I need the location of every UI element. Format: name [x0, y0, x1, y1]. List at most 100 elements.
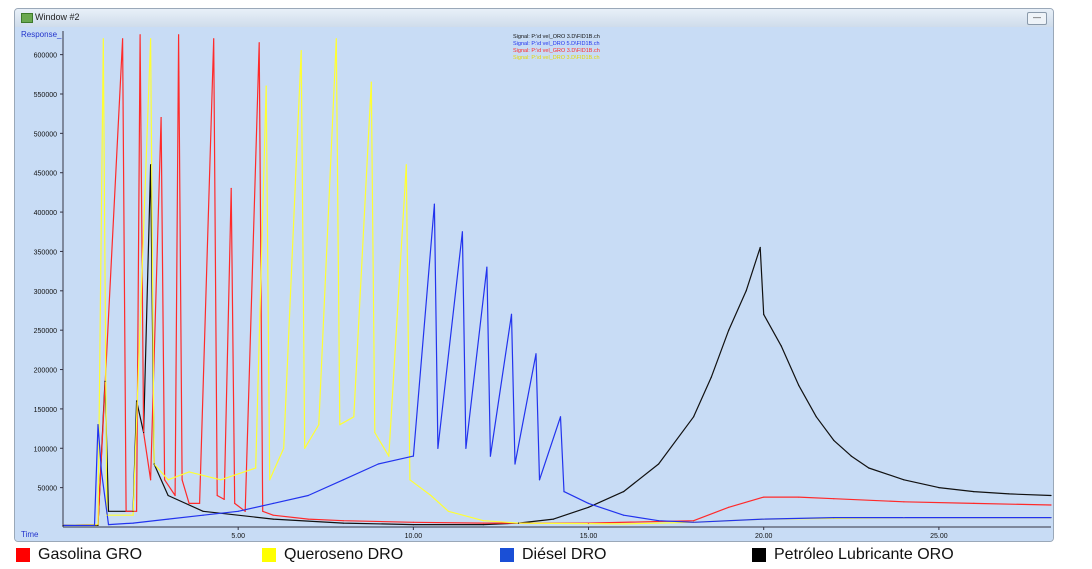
window-icon — [21, 13, 33, 23]
y-tick-label: 350000 — [34, 249, 57, 256]
data-point — [167, 518, 169, 520]
data-point — [265, 85, 267, 87]
y-tick-label: 200000 — [34, 368, 57, 375]
data-point — [342, 479, 344, 481]
signal-label: Signal: P:\d vel_DRO 3.D\FID1B.ch — [513, 55, 600, 61]
data-point — [433, 203, 435, 205]
data-point — [1050, 494, 1052, 497]
data-point — [868, 467, 870, 469]
data-point — [174, 494, 176, 497]
data-point — [1050, 517, 1052, 519]
data-point — [409, 479, 411, 481]
data-point — [106, 514, 108, 516]
data-point — [97, 424, 99, 426]
legend-item-diesel: Diésel DRO — [500, 545, 606, 565]
legend-label-lubricante: Petróleo Lubricante ORO — [774, 546, 954, 563]
data-point — [514, 463, 516, 465]
data-point — [178, 34, 180, 36]
signal-label: Signal: P:\d vel_DRO 5.D\FID1B.ch — [513, 41, 600, 47]
data-point — [759, 246, 761, 249]
data-point — [234, 502, 236, 504]
y-axis-label: Response_ — [21, 30, 62, 39]
data-point — [728, 329, 730, 331]
data-point — [833, 439, 835, 441]
y-tick-label: 250000 — [34, 328, 57, 335]
data-point — [377, 463, 379, 465]
data-point — [517, 522, 520, 524]
data-point — [269, 479, 271, 481]
data-point — [230, 187, 232, 190]
data-point — [623, 514, 625, 516]
data-point — [132, 510, 134, 512]
window-restore-button[interactable]: — — [1027, 12, 1047, 25]
data-point — [763, 518, 765, 520]
x-tick-label: 15.00 — [580, 533, 598, 540]
y-tick-label: 450000 — [34, 171, 57, 178]
data-point — [461, 231, 463, 233]
y-tick-label: 550000 — [34, 92, 57, 99]
data-point — [342, 522, 344, 524]
data-point — [388, 455, 390, 457]
data-point — [153, 463, 155, 465]
legend-label-gasolina: Gasolina GRO — [38, 546, 143, 563]
data-point — [1008, 493, 1010, 495]
data-point — [728, 506, 730, 508]
data-point — [903, 501, 905, 503]
plot-area: 50000 100000 150000 200000 250000 300000 35000… — [15, 27, 1053, 541]
data-point — [658, 463, 660, 465]
data-point — [538, 479, 541, 481]
data-point — [903, 479, 905, 481]
x-tick-label: 25.00 — [930, 533, 948, 540]
data-point — [763, 496, 765, 498]
data-point — [658, 520, 660, 522]
data-point — [693, 416, 695, 418]
y-tick-label: 100000 — [34, 446, 57, 453]
data-point — [136, 400, 138, 402]
x-tick-label: 10.00 — [405, 533, 423, 540]
data-point — [850, 455, 852, 457]
data-point — [833, 517, 835, 519]
y-tick-label: 50000 — [38, 486, 58, 493]
data-point — [97, 524, 99, 526]
y-tick-label: 300000 — [34, 289, 57, 296]
data-point — [938, 487, 940, 489]
y-tick-label: 400000 — [34, 210, 57, 217]
data-point — [482, 522, 484, 524]
data-point — [272, 514, 274, 516]
data-point — [370, 81, 372, 83]
x-tick-label: 5.00 — [231, 533, 245, 540]
data-point — [122, 38, 124, 40]
window-titlebar[interactable]: Window #2 — — [15, 9, 1053, 28]
data-point — [623, 491, 625, 493]
legend-label-queroseno: Queroseno DRO — [284, 546, 404, 563]
data-point — [188, 502, 190, 504]
data-point — [833, 498, 835, 500]
data-point — [125, 510, 127, 512]
data-point — [430, 494, 432, 497]
series-line — [63, 203, 1051, 526]
data-point — [272, 502, 274, 504]
data-point — [465, 447, 467, 449]
data-point — [763, 313, 765, 315]
data-point — [199, 502, 201, 504]
data-point — [272, 518, 274, 520]
data-point — [262, 510, 264, 512]
data-point — [587, 522, 590, 524]
data-point — [335, 38, 337, 40]
data-point — [412, 524, 414, 526]
data-point — [353, 416, 355, 418]
data-point — [150, 479, 152, 481]
data-point — [132, 514, 134, 516]
y-tick-label: 150000 — [34, 407, 57, 414]
data-point — [213, 38, 215, 40]
legend-swatch-lubricante — [752, 548, 766, 562]
data-point — [164, 479, 166, 481]
data-point — [405, 164, 407, 166]
data-point — [216, 494, 218, 497]
legend-item-gasolina: Gasolina GRO — [16, 545, 142, 565]
signal-label: Signal: P:\d vel_ORO 3.D\FID1B.ch — [513, 34, 600, 40]
x-tick-label: 20.00 — [755, 533, 773, 540]
data-point — [798, 496, 800, 498]
series-line — [62, 34, 1052, 526]
data-point — [437, 447, 439, 449]
